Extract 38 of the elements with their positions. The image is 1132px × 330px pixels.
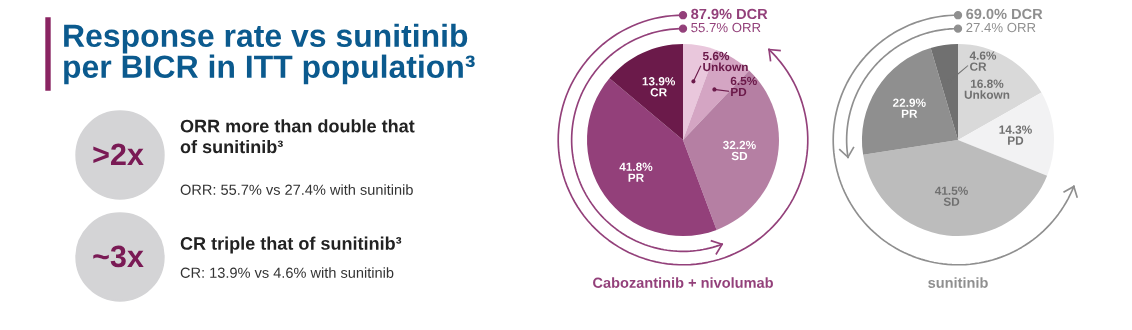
text: CR triple that of sunitinib³ — [180, 236, 402, 254]
pie-slice — [587, 78, 717, 236]
data-label: 16.8% — [970, 79, 1004, 88]
pie-slice — [958, 92, 1054, 176]
data-label: 14.3% — [999, 125, 1032, 134]
slice-label: PD — [1008, 136, 1024, 145]
slice-label: SD — [731, 151, 748, 161]
data-label: 4.6% — [969, 51, 997, 60]
slice-label: Unkown — [703, 62, 748, 72]
text: >2x — [93, 143, 144, 165]
pie-slice — [609, 44, 683, 140]
text: ~3x — [93, 245, 144, 268]
slice-label: Unkown — [964, 90, 1010, 99]
slice-label: CR — [970, 62, 987, 71]
text: Response rate vs sunitinib per BICR in ITT population³ — [64, 23, 475, 85]
text: Cabozantinib + nivolumab — [593, 277, 773, 288]
data-label: 32.2% — [722, 140, 756, 150]
text: ORR more than double that of sunitinib³ — [180, 119, 415, 154]
data-label: 41.5% — [934, 186, 968, 195]
text: 87.9% DCR — [691, 8, 768, 20]
text: ORR: 55.7% vs 27.4% with sunitinib — [180, 184, 413, 195]
text: 27.4% ORR — [966, 22, 1036, 33]
slice-label: CR — [650, 88, 667, 97]
text: 55.7% ORR — [691, 22, 761, 33]
data-label: 22.9% — [892, 98, 926, 107]
data-label: 13.9% — [642, 77, 676, 86]
slice-label: PR — [628, 173, 644, 182]
data-label: 5.6% — [702, 51, 730, 61]
text: 69.0% DCR — [966, 8, 1043, 20]
slice-label: SD — [943, 197, 960, 206]
text: sunitinib — [928, 277, 988, 288]
pie-slice — [683, 70, 779, 230]
data-label: 41.8% — [619, 162, 653, 171]
slice-label: PD — [731, 87, 747, 97]
data-label: 6.5% — [730, 76, 757, 86]
text: CR: 13.9% vs 4.6% with sunitinib — [180, 267, 394, 278]
pie-slice — [862, 47, 958, 155]
slice-label: PR — [901, 109, 918, 118]
